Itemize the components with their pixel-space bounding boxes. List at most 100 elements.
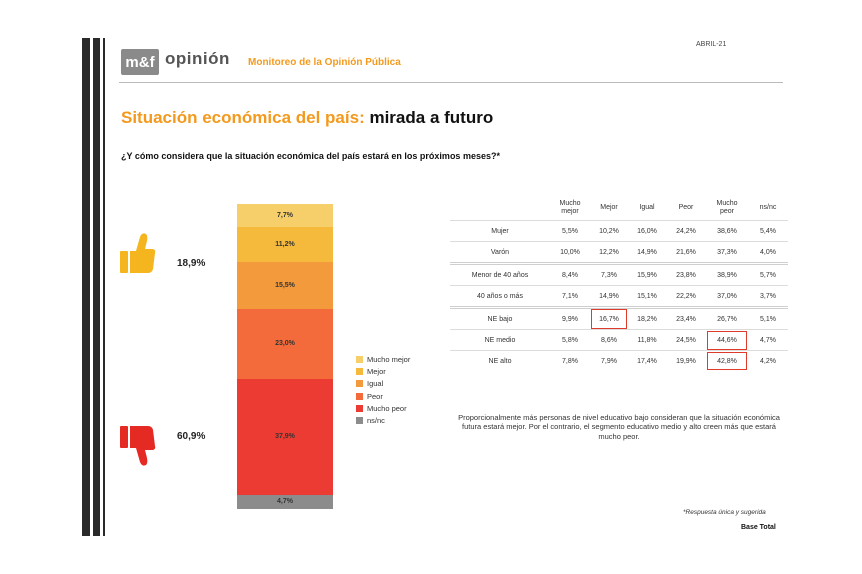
legend-item: Mucho peor — [356, 402, 410, 414]
table-cell: 7,8% — [550, 350, 590, 371]
breakdown-table: Mucho mejor Mejor Igual Peor Mucho peor ns/nc M… — [450, 196, 788, 371]
header-divider — [119, 82, 783, 83]
table-header-row: Mucho mejor Mejor Igual Peor Mucho peor ns/nc — [450, 196, 788, 221]
footnote: *Respuesta única y sugerida — [683, 509, 766, 516]
segment-label: 4,7% — [277, 498, 293, 506]
column-header: Igual — [639, 203, 655, 211]
report-date: ABRIL-21 — [696, 41, 727, 48]
bar-segment: 23,0% — [237, 308, 333, 380]
legend-item: Mejor — [356, 365, 410, 377]
table-cell: 16,7% — [590, 306, 628, 330]
table-cell: 42,8% — [706, 350, 748, 371]
table-cell: 9,9% — [550, 306, 590, 330]
column-header: Mejor — [600, 203, 618, 211]
table-cell: 38,9% — [706, 262, 748, 286]
row-label: 40 años o más — [450, 285, 550, 308]
title-part-2: mirada a futuro — [369, 108, 494, 127]
row-label: Varón — [450, 241, 550, 264]
thumbs-up-icon — [120, 233, 156, 273]
table-cell: 15,9% — [628, 262, 666, 286]
table-row: Menor de 40 años 8,4% 7,3% 15,9% 23,8% 38,9% 5… — [450, 262, 788, 286]
legend-swatch — [356, 392, 363, 400]
table-cell: 37,0% — [706, 285, 748, 308]
table-cell: 11,8% — [628, 329, 666, 351]
table-cell: 23,4% — [666, 306, 706, 330]
legend-label: ns/nc — [367, 416, 385, 426]
column-header: ns/nc — [759, 203, 777, 211]
table-cell: 23,8% — [666, 262, 706, 286]
column-header: Mucho peor — [716, 199, 738, 215]
bar-segment: 7,7% — [237, 204, 333, 228]
table-cell: 8,4% — [550, 262, 590, 286]
row-label: NE medio — [450, 329, 550, 351]
table-cell: 38,6% — [706, 220, 748, 242]
legend-item: ns/nc — [356, 414, 410, 426]
table-cell: 7,3% — [590, 262, 628, 286]
insight-note: Proporcionalmente más personas de nivel … — [458, 413, 780, 441]
table-cell: 10,2% — [590, 220, 628, 242]
table-row: Varón 10,0% 12,2% 14,9% 21,6% 37,3% 4,0% — [450, 241, 788, 264]
table-cell: 7,9% — [590, 350, 628, 371]
negative-total: 60,9% — [177, 431, 206, 442]
table-cell: 14,9% — [590, 285, 628, 308]
bar-segment: 4,7% — [237, 494, 333, 509]
stacked-bar-chart: 7,7% 11,2% 15,5% 23,0% 37,9% 4,7% — [237, 204, 333, 509]
legend-swatch — [356, 417, 363, 425]
segment-label: 11,2% — [275, 241, 295, 249]
table-cell: 5,4% — [748, 220, 788, 242]
table-cell: 8,6% — [590, 329, 628, 351]
chart-legend: Mucho mejor Mejor Igual Peor Mucho peor … — [356, 353, 410, 427]
segment-label: 37,9% — [275, 433, 295, 441]
table-cell: 15,1% — [628, 285, 666, 308]
positive-total: 18,9% — [177, 258, 206, 269]
table-cell: 4,7% — [748, 329, 788, 351]
table-cell: 10,0% — [550, 241, 590, 264]
table-cell: 5,7% — [748, 262, 788, 286]
table-cell: 7,1% — [550, 285, 590, 308]
legend-swatch — [356, 367, 363, 375]
table-cell: 5,1% — [748, 306, 788, 330]
legend-item: Mucho mejor — [356, 353, 410, 365]
table-cell: 19,9% — [666, 350, 706, 371]
legend-swatch — [356, 355, 363, 363]
table-row: NE medio 5,8% 8,6% 11,8% 24,5% 44,6% 4,7% — [450, 329, 788, 351]
brand-name: opinión — [165, 49, 230, 68]
legend-item: Igual — [356, 378, 410, 390]
legend-swatch — [356, 404, 363, 412]
title-part-1: Situación económica del país: — [121, 108, 365, 127]
legend-item: Peor — [356, 390, 410, 402]
column-header — [450, 196, 550, 221]
table-cell: 17,4% — [628, 350, 666, 371]
table-cell: 3,7% — [748, 285, 788, 308]
table-cell: 21,6% — [666, 241, 706, 264]
row-label: Menor de 40 años — [450, 262, 550, 286]
segment-label: 23,0% — [275, 340, 295, 348]
legend-label: Peor — [367, 391, 383, 401]
column-header: Peor — [678, 203, 694, 211]
table-cell: 16,0% — [628, 220, 666, 242]
bar-segment: 37,9% — [237, 379, 333, 495]
page-title: Situación económica del país: mirada a f… — [121, 108, 493, 128]
row-label: NE bajo — [450, 306, 550, 330]
segment-label: 7,7% — [277, 212, 293, 220]
table-row: 40 años o más 7,1% 14,9% 15,1% 22,2% 37,0% 3,7… — [450, 285, 788, 308]
table-cell: 4,2% — [748, 350, 788, 371]
table-row: Mujer 5,5% 10,2% 16,0% 24,2% 38,6% 5,4% — [450, 220, 788, 242]
table-row: NE bajo 9,9% 16,7% 18,2% 23,4% 26,7% 5,1% — [450, 306, 788, 330]
row-label: NE alto — [450, 350, 550, 371]
bar-segment: 11,2% — [237, 227, 333, 262]
table-cell: 24,2% — [666, 220, 706, 242]
base-label: Base Total — [741, 524, 776, 531]
table-cell: 26,7% — [706, 306, 748, 330]
legend-label: Mejor — [367, 366, 386, 376]
legend-swatch — [356, 380, 363, 388]
segment-label: 15,5% — [275, 281, 295, 289]
header-title: Monitoreo de la Opinión Pública — [248, 57, 401, 68]
table-cell: 18,2% — [628, 306, 666, 330]
table-cell: 44,6% — [706, 329, 748, 351]
table-cell: 37,3% — [706, 241, 748, 264]
table-cell: 5,5% — [550, 220, 590, 242]
thumbs-down-icon — [120, 426, 156, 466]
column-header: Mucho mejor — [559, 199, 581, 215]
legend-label: Mucho peor — [367, 403, 407, 413]
